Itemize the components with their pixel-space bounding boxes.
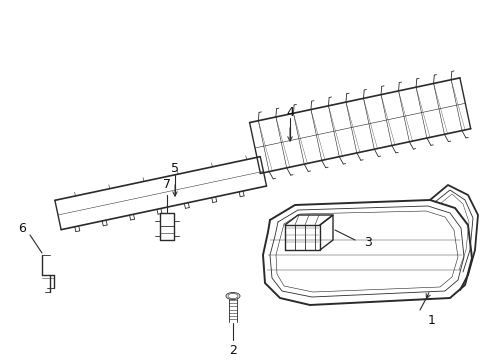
Text: 5: 5	[171, 162, 179, 175]
Text: 2: 2	[229, 343, 237, 356]
Text: 7: 7	[163, 179, 171, 192]
Text: 3: 3	[364, 235, 372, 248]
Text: 4: 4	[286, 105, 294, 118]
Text: 1: 1	[428, 314, 436, 327]
Text: 6: 6	[18, 221, 26, 234]
